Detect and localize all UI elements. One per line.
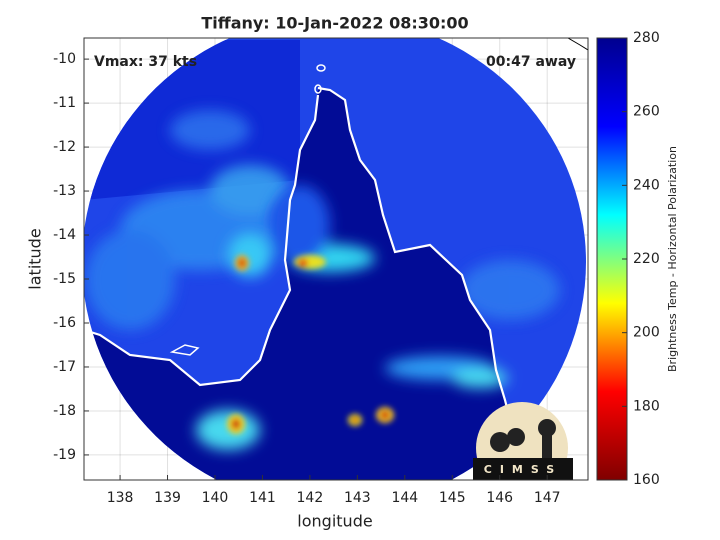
x-tick-label: 144: [391, 490, 418, 506]
colorbar-label: Brightness Temp - Horizontal Polarizatio…: [666, 146, 679, 372]
coastline: [317, 86, 521, 441]
y-tick-label: -14: [53, 227, 76, 243]
colorbar-tick-label: 180: [633, 398, 660, 414]
coastline: [567, 38, 588, 51]
colorbar-tick-label: 260: [633, 104, 660, 120]
coastline: [84, 94, 320, 387]
y-tick-label: -19: [53, 447, 76, 463]
colorbar-tick-label: 280: [633, 30, 660, 46]
logo: CIMSS: [473, 402, 573, 480]
y-tick-label: -11: [53, 95, 76, 111]
x-tick-label: 147: [534, 490, 561, 506]
x-tick-label: 139: [154, 490, 181, 506]
island: [316, 64, 326, 72]
y-tick-label: -12: [53, 139, 76, 155]
y-tick-label: -17: [53, 359, 76, 375]
image: CIMSS: [84, 38, 588, 480]
colorbar-tick-label: 160: [633, 472, 660, 488]
annotation: 00:47 away: [486, 54, 576, 70]
logo-text: CIMSS: [484, 463, 562, 476]
y-axis-label: latitude: [26, 228, 45, 289]
annotation: Vmax: 37 kts: [94, 54, 197, 70]
x-tick-label: 143: [344, 490, 371, 506]
colorbar-tick-label: 240: [633, 177, 660, 193]
y-tick-label: -15: [53, 271, 76, 287]
plot-frame: [83, 37, 589, 481]
y-tick-label: -16: [53, 315, 76, 331]
island: [314, 84, 322, 94]
colorbar-tick-label: 220: [633, 251, 660, 267]
x-tick-label: 140: [202, 490, 229, 506]
x-tick-label: 142: [297, 490, 324, 506]
x-axis-label: longitude: [297, 512, 372, 531]
x-tick-label: 138: [107, 490, 134, 506]
x-tick-label: 146: [486, 490, 513, 506]
y-tick-label: -18: [53, 403, 76, 419]
y-tick-label: -10: [53, 51, 76, 67]
x-tick-label: 145: [439, 490, 466, 506]
island: [169, 344, 200, 356]
x-tick-label: 141: [249, 490, 276, 506]
colorbar-tick-label: 200: [633, 325, 660, 341]
chart-title: Tiffany: 10-Jan-2022 08:30:00: [201, 14, 468, 33]
y-tick-label: -13: [53, 183, 76, 199]
